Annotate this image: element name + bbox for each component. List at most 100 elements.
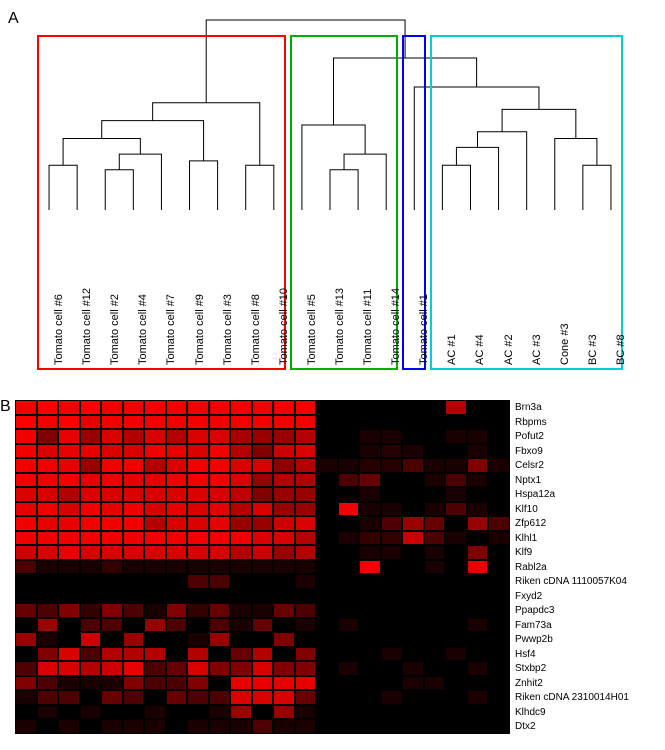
heatmap-cell — [402, 516, 424, 531]
heatmap-cell — [15, 661, 37, 676]
heatmap-cell — [424, 705, 446, 720]
heatmap-cell — [488, 705, 510, 720]
gene-label: Rabl2a — [515, 562, 547, 573]
heatmap-cell — [273, 516, 295, 531]
heatmap-cell — [80, 690, 102, 705]
heatmap-cell — [123, 705, 145, 720]
heatmap-cell — [445, 632, 467, 647]
heatmap-cell — [80, 502, 102, 517]
heatmap-cell — [338, 487, 360, 502]
gene-label: Klf10 — [515, 504, 538, 515]
heatmap-cell — [295, 661, 317, 676]
heatmap-cell — [230, 487, 252, 502]
heatmap-row — [15, 618, 510, 633]
heatmap-cell — [488, 516, 510, 531]
heatmap-cell — [295, 705, 317, 720]
gene-label: Fxyd2 — [515, 591, 542, 602]
heatmap-cell — [80, 516, 102, 531]
heatmap-cell — [295, 560, 317, 575]
heatmap-cell — [488, 400, 510, 415]
heatmap-cell — [424, 560, 446, 575]
heatmap-cell — [467, 676, 489, 691]
heatmap-cell — [273, 632, 295, 647]
sample-label: AC #3 — [531, 334, 543, 365]
sample-label: AC #2 — [503, 334, 515, 365]
heatmap-cell — [80, 400, 102, 415]
heatmap-cell — [273, 458, 295, 473]
heatmap-cell — [316, 676, 338, 691]
heatmap-cell — [209, 690, 231, 705]
heatmap-cell — [273, 676, 295, 691]
heatmap-cell — [209, 444, 231, 459]
heatmap-cell — [467, 560, 489, 575]
heatmap-cell — [37, 690, 59, 705]
heatmap-cell — [15, 516, 37, 531]
heatmap-cell — [402, 676, 424, 691]
heatmap-cell — [144, 400, 166, 415]
heatmap-cell — [123, 458, 145, 473]
heatmap-cell — [316, 429, 338, 444]
heatmap-cell — [295, 473, 317, 488]
heatmap-cell — [37, 574, 59, 589]
heatmap-cell — [488, 415, 510, 430]
heatmap-cell — [316, 531, 338, 546]
heatmap-cell — [316, 516, 338, 531]
heatmap-cell — [123, 415, 145, 430]
heatmap-cell — [295, 458, 317, 473]
heatmap-cell — [273, 502, 295, 517]
heatmap-cell — [488, 502, 510, 517]
heatmap-cell — [187, 415, 209, 430]
heatmap-cell — [15, 487, 37, 502]
heatmap-cell — [58, 458, 80, 473]
heatmap-cell — [402, 415, 424, 430]
heatmap-cell — [338, 690, 360, 705]
heatmap-cell — [488, 444, 510, 459]
heatmap-cell — [338, 531, 360, 546]
heatmap-cell — [252, 589, 274, 604]
heatmap-cell — [467, 502, 489, 517]
heatmap-cell — [230, 719, 252, 734]
heatmap-cell — [58, 618, 80, 633]
heatmap-cell — [80, 473, 102, 488]
heatmap-cell — [101, 574, 123, 589]
heatmap-cell — [316, 705, 338, 720]
heatmap-cell — [316, 545, 338, 560]
heatmap-cell — [15, 719, 37, 734]
heatmap-cell — [338, 618, 360, 633]
heatmap-cell — [467, 415, 489, 430]
heatmap-cell — [338, 444, 360, 459]
heatmap-cell — [338, 632, 360, 647]
heatmap-cell — [488, 458, 510, 473]
sample-label: AC #1 — [446, 334, 458, 365]
heatmap-cell — [359, 719, 381, 734]
heatmap-cell — [338, 603, 360, 618]
heatmap-cell — [273, 400, 295, 415]
heatmap-cell — [187, 444, 209, 459]
heatmap-grid — [15, 400, 510, 734]
heatmap-panel: Brn3aRbpmsPofut2Fbxo9Celsr2Nptx1Hspa12aK… — [15, 400, 600, 735]
heatmap-cell — [187, 458, 209, 473]
heatmap-cell — [187, 618, 209, 633]
heatmap-cell — [424, 647, 446, 662]
heatmap-cell — [252, 661, 274, 676]
heatmap-cell — [467, 661, 489, 676]
heatmap-cell — [230, 618, 252, 633]
heatmap-cell — [37, 560, 59, 575]
heatmap-cell — [37, 589, 59, 604]
heatmap-cell — [402, 589, 424, 604]
heatmap-cell — [488, 574, 510, 589]
heatmap-cell — [316, 458, 338, 473]
heatmap-cell — [445, 618, 467, 633]
heatmap-cell — [316, 473, 338, 488]
heatmap-cell — [101, 487, 123, 502]
heatmap-cell — [58, 487, 80, 502]
gene-label: Znhit2 — [515, 678, 543, 689]
heatmap-cell — [359, 531, 381, 546]
heatmap-cell — [101, 618, 123, 633]
heatmap-cell — [402, 502, 424, 517]
heatmap-cell — [316, 632, 338, 647]
heatmap-cell — [144, 661, 166, 676]
heatmap-cell — [209, 719, 231, 734]
heatmap-cell — [295, 719, 317, 734]
heatmap-cell — [273, 719, 295, 734]
